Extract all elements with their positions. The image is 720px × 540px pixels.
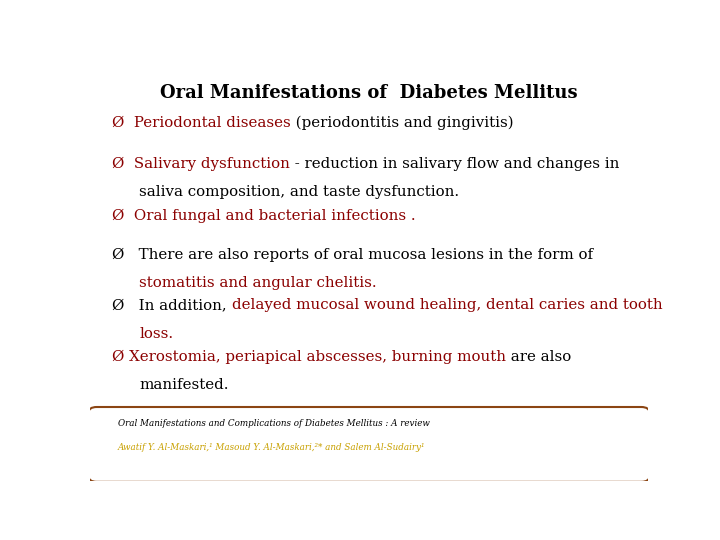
- Text: manifested.: manifested.: [139, 378, 229, 392]
- Text: Ø  Oral fungal and bacterial infections .: Ø Oral fungal and bacterial infections .: [112, 209, 416, 224]
- Text: delayed mucosal wound healing, dental caries and tooth: delayed mucosal wound healing, dental ca…: [232, 299, 662, 313]
- Text: loss.: loss.: [139, 327, 174, 341]
- Text: Ø   There are also reports of oral mucosa lesions in the form of: Ø There are also reports of oral mucosa …: [112, 248, 593, 262]
- Text: (periodontitis and gingivitis): (periodontitis and gingivitis): [291, 116, 513, 130]
- Text: Ø  Salivary dysfunction: Ø Salivary dysfunction: [112, 157, 290, 171]
- Text: Awatif Y. Al-Maskari,¹ Masoud Y. Al-Maskari,²* and Salem Al-Sudairy¹: Awatif Y. Al-Maskari,¹ Masoud Y. Al-Mask…: [118, 443, 426, 452]
- Text: saliva composition, and taste dysfunction.: saliva composition, and taste dysfunctio…: [139, 185, 459, 199]
- Text: Oral Manifestations and Complications of Diabetes Mellitus : A review: Oral Manifestations and Complications of…: [118, 419, 430, 428]
- Text: Ø Xerostomia, periapical abscesses, burning mouth: Ø Xerostomia, periapical abscesses, burn…: [112, 349, 506, 364]
- FancyBboxPatch shape: [86, 62, 652, 484]
- Text: Ø  Periodontal diseases: Ø Periodontal diseases: [112, 116, 291, 130]
- Text: - reduction in salivary flow and changes in: - reduction in salivary flow and changes…: [290, 157, 620, 171]
- Text: are also: are also: [506, 349, 572, 363]
- Text: stomatitis and angular chelitis.: stomatitis and angular chelitis.: [139, 276, 377, 290]
- Text: Ø   In addition,: Ø In addition,: [112, 299, 232, 313]
- Text: Oral Manifestations of  Diabetes Mellitus: Oral Manifestations of Diabetes Mellitus: [160, 84, 578, 102]
- FancyBboxPatch shape: [89, 407, 649, 482]
